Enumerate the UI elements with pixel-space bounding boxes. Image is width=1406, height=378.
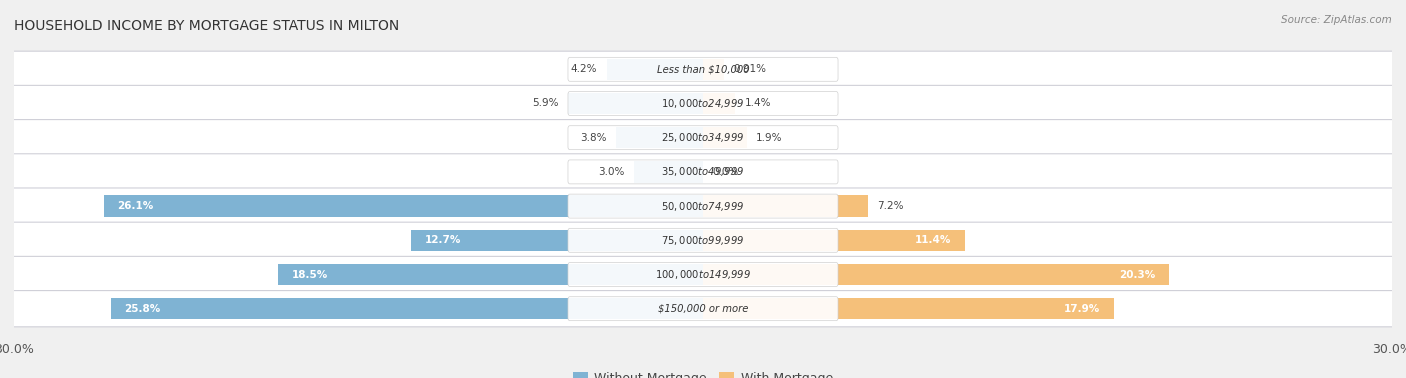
Text: 25.8%: 25.8%	[124, 304, 160, 314]
FancyBboxPatch shape	[568, 91, 838, 115]
Bar	[634, 161, 703, 183]
Text: 11.4%: 11.4%	[915, 235, 950, 245]
Bar	[703, 230, 965, 251]
Text: 20.3%: 20.3%	[1119, 270, 1156, 279]
Text: Less than $10,000: Less than $10,000	[657, 64, 749, 74]
FancyBboxPatch shape	[4, 188, 1402, 224]
FancyBboxPatch shape	[568, 160, 838, 184]
FancyBboxPatch shape	[568, 263, 838, 287]
Text: 1.4%: 1.4%	[744, 99, 770, 108]
FancyBboxPatch shape	[4, 119, 1402, 156]
Legend: Without Mortgage, With Mortgage: Without Mortgage, With Mortgage	[568, 367, 838, 378]
Bar	[703, 59, 724, 80]
Text: 3.8%: 3.8%	[581, 133, 606, 143]
Bar	[703, 195, 869, 217]
Bar	[703, 298, 1114, 319]
Text: 5.9%: 5.9%	[531, 99, 558, 108]
FancyBboxPatch shape	[4, 256, 1402, 293]
Bar	[412, 230, 703, 251]
FancyBboxPatch shape	[568, 297, 838, 321]
Text: $25,000 to $34,999: $25,000 to $34,999	[661, 131, 745, 144]
Bar	[111, 298, 703, 319]
Text: HOUSEHOLD INCOME BY MORTGAGE STATUS IN MILTON: HOUSEHOLD INCOME BY MORTGAGE STATUS IN M…	[14, 19, 399, 33]
Text: 26.1%: 26.1%	[117, 201, 153, 211]
FancyBboxPatch shape	[4, 154, 1402, 190]
Text: $10,000 to $24,999: $10,000 to $24,999	[661, 97, 745, 110]
Text: 4.2%: 4.2%	[571, 64, 598, 74]
FancyBboxPatch shape	[4, 222, 1402, 259]
Text: $100,000 to $149,999: $100,000 to $149,999	[655, 268, 751, 281]
Text: 12.7%: 12.7%	[425, 235, 461, 245]
FancyBboxPatch shape	[568, 57, 838, 81]
Bar	[104, 195, 703, 217]
Text: $75,000 to $99,999: $75,000 to $99,999	[661, 234, 745, 247]
Text: 0.0%: 0.0%	[713, 167, 738, 177]
FancyBboxPatch shape	[4, 51, 1402, 87]
Text: $150,000 or more: $150,000 or more	[658, 304, 748, 314]
Bar	[606, 59, 703, 80]
Text: 1.9%: 1.9%	[756, 133, 782, 143]
FancyBboxPatch shape	[4, 85, 1402, 122]
Text: 3.0%: 3.0%	[599, 167, 624, 177]
Bar	[703, 264, 1170, 285]
Text: 18.5%: 18.5%	[292, 270, 328, 279]
Text: 17.9%: 17.9%	[1064, 304, 1101, 314]
FancyBboxPatch shape	[568, 228, 838, 252]
Text: $35,000 to $49,999: $35,000 to $49,999	[661, 166, 745, 178]
Text: 0.91%: 0.91%	[733, 64, 766, 74]
Text: Source: ZipAtlas.com: Source: ZipAtlas.com	[1281, 15, 1392, 25]
FancyBboxPatch shape	[568, 126, 838, 150]
Bar	[568, 93, 703, 114]
Bar	[278, 264, 703, 285]
Text: $50,000 to $74,999: $50,000 to $74,999	[661, 200, 745, 212]
FancyBboxPatch shape	[568, 194, 838, 218]
Text: 7.2%: 7.2%	[877, 201, 904, 211]
Bar	[703, 93, 735, 114]
Bar	[703, 127, 747, 148]
Bar	[616, 127, 703, 148]
FancyBboxPatch shape	[4, 291, 1402, 327]
